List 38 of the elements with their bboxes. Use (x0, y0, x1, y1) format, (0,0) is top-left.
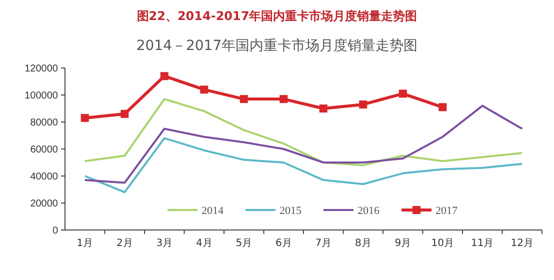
y-tick-label: 0 (52, 226, 58, 236)
x-tick-label: 11月 (471, 238, 494, 249)
x-tick-label: 5月 (236, 238, 252, 249)
line-series (84, 98, 524, 166)
y-tick-label: 100000 (24, 90, 58, 102)
x-tick-label: 7月 (315, 238, 332, 249)
y-tick-label: 40000 (30, 172, 58, 182)
x-tick-label: 8月 (354, 238, 372, 249)
legend-label: 2017 (436, 204, 458, 217)
legend-label: 2014 (202, 204, 224, 217)
point (200, 86, 208, 94)
x-tick-label: 6月 (275, 238, 292, 249)
x-tick-label: 2月 (116, 238, 133, 249)
x-tick-label: 4月 (196, 238, 212, 249)
line-series (84, 137, 524, 194)
x-tick-label: 12月 (510, 238, 534, 249)
x-tick-label: 3月 (156, 238, 173, 249)
x-tick-label: 9月 (394, 238, 412, 249)
point (438, 103, 447, 112)
x-tick-label: 10月 (431, 238, 454, 249)
point (80, 114, 89, 122)
y-tick-label: 20000 (30, 198, 58, 210)
point (359, 100, 368, 108)
point (120, 110, 129, 118)
point (398, 90, 407, 98)
y-tick-label: 60000 (30, 144, 58, 156)
chart-subtitle: 2014－2017年国内重卡市场月度销量走势图 (136, 38, 418, 54)
x-tick-label: 1月 (76, 238, 94, 249)
y-tick-label: 120000 (24, 64, 58, 74)
point (280, 95, 288, 104)
point (319, 104, 328, 112)
point (240, 95, 248, 104)
point (160, 72, 168, 80)
y-tick-label: 80000 (30, 118, 58, 128)
line-series (84, 104, 524, 184)
chart-title: 图22、2014-2017年国内重卡市场月度销量走势图 (136, 9, 418, 23)
legend-label: 2015 (280, 204, 302, 217)
legend-label: 2016 (358, 204, 380, 217)
